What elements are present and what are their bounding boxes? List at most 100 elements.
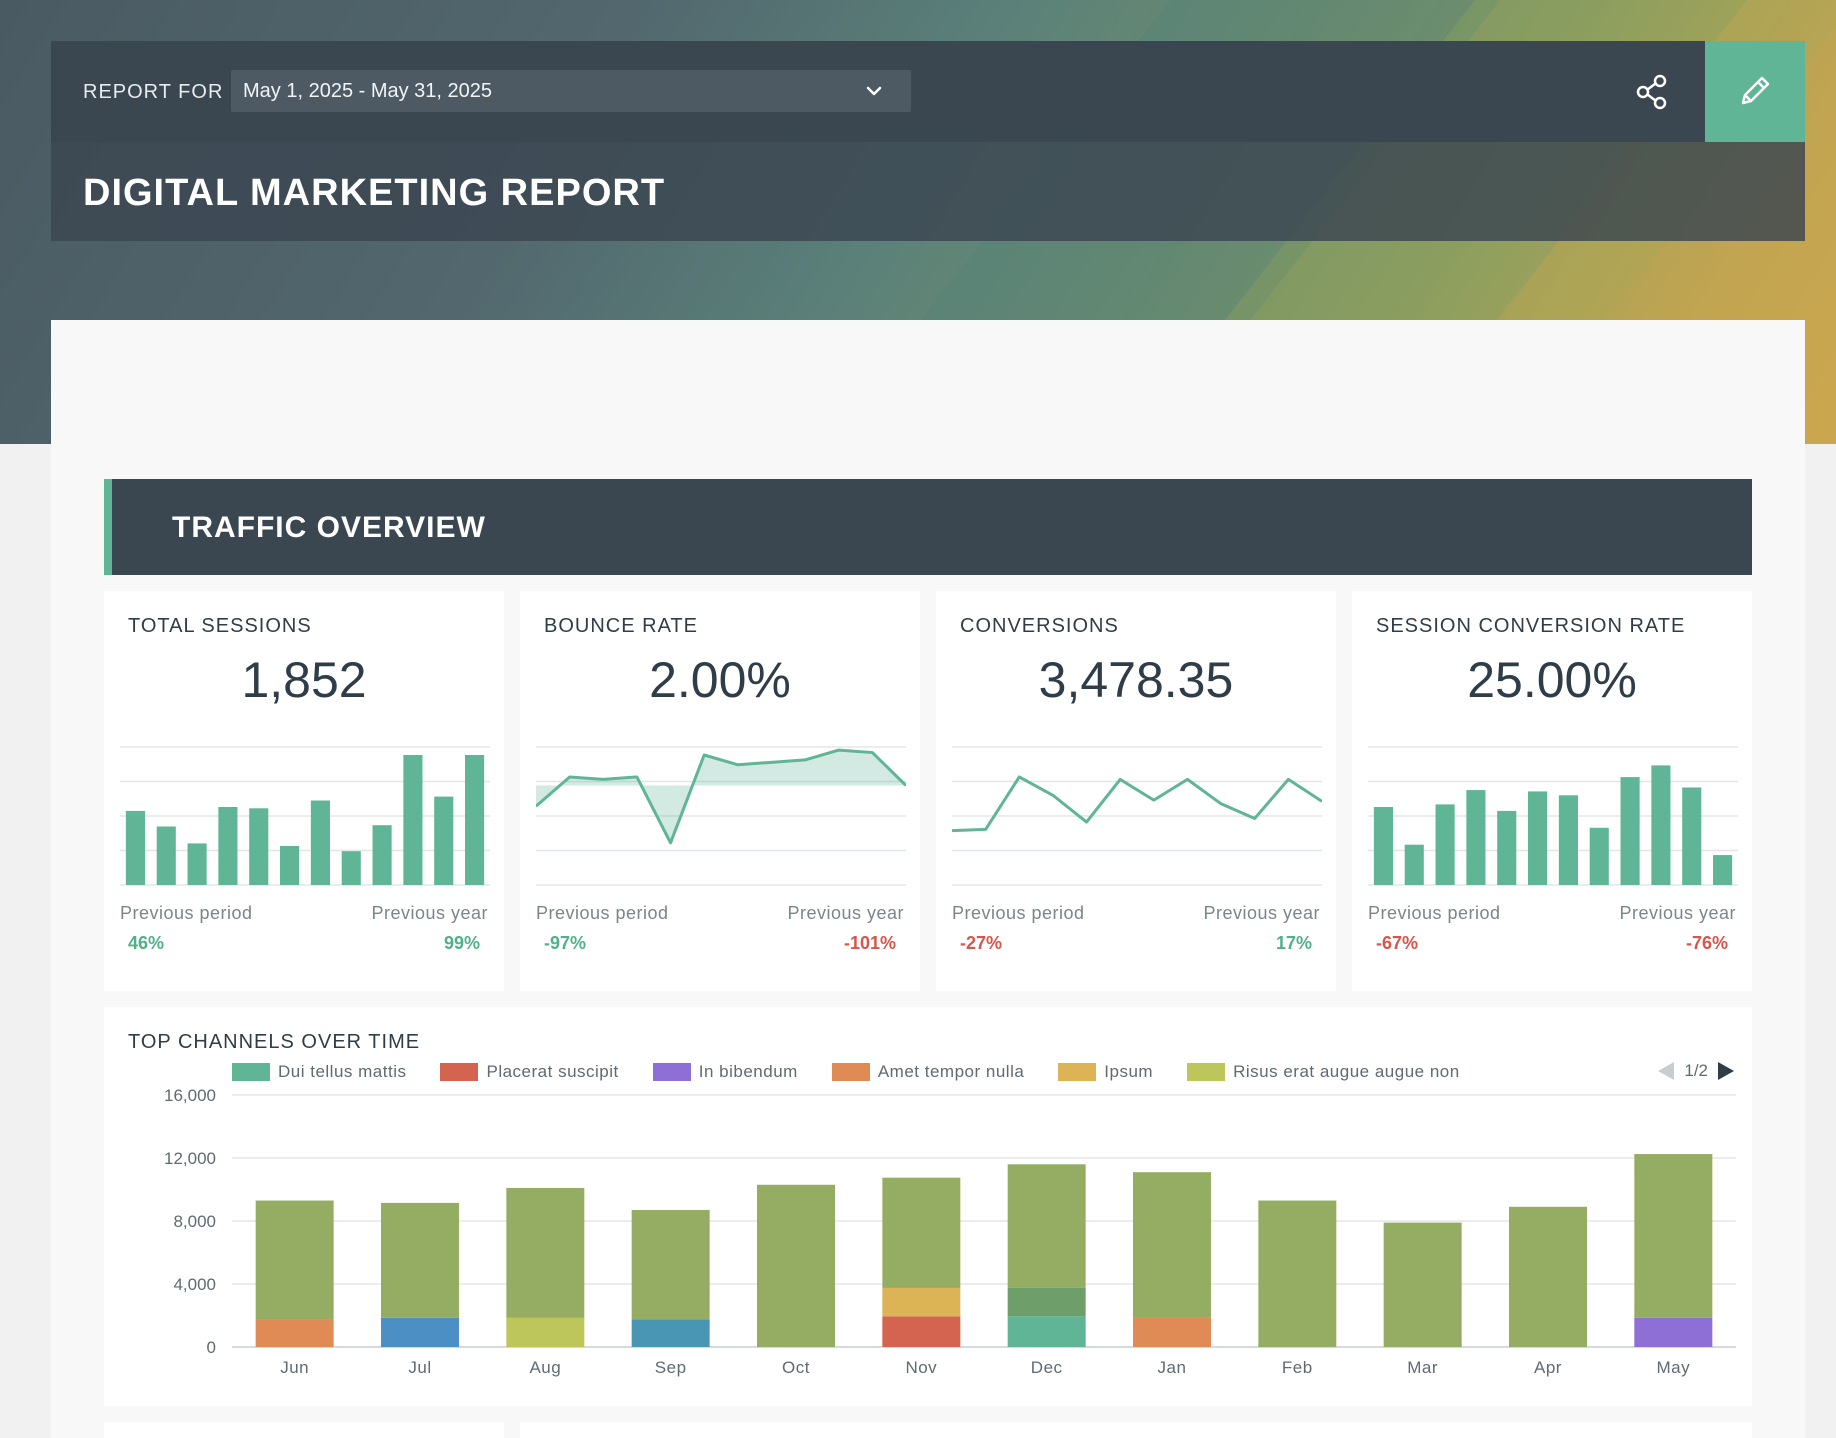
sparkline-bar (1373, 807, 1393, 885)
legend-item[interactable]: Risus erat augue augue non (1187, 1062, 1460, 1082)
previous-year-label: Previous year (1203, 903, 1320, 923)
sparkline-bar (125, 810, 145, 885)
kpi-card-bounce-rate[interactable]: BOUNCE RATE 2.00% Previous period Previo… (520, 591, 920, 991)
previous-period-change: -67% (1376, 933, 1419, 953)
sparkline-bar (372, 825, 392, 885)
sparkline-bar (1404, 844, 1424, 885)
x-tick-label: Jul (408, 1358, 431, 1377)
legend-swatch (831, 1063, 870, 1081)
sparkline-bar (1558, 795, 1578, 885)
y-tick-label: 16,000 (164, 1086, 216, 1105)
legend-swatch (440, 1063, 479, 1081)
chart-bar-segment (882, 1316, 961, 1347)
legend-item[interactable]: Ipsum (1058, 1062, 1153, 1082)
pencil-icon (1741, 76, 1770, 105)
kpi-label: CONVERSIONS (960, 615, 1119, 637)
sparkline-chart (952, 746, 1322, 886)
x-tick-label: Sep (655, 1358, 687, 1377)
sparkline-chart (120, 746, 490, 886)
date-range-value: May 1, 2025 - May 31, 2025 (243, 80, 493, 102)
legend-swatch (652, 1063, 691, 1081)
sparkline-chart (536, 746, 906, 886)
previous-year-change: 99% (443, 933, 480, 953)
top-channels-chart-card: TOP CHANNELS OVER TIME Dui tellus mattis… (104, 1007, 1752, 1406)
kpi-value: 3,478.35 (1038, 652, 1234, 708)
chart-bar-segment (631, 1209, 710, 1320)
previous-period-change: -27% (960, 933, 1003, 953)
legend-item[interactable]: Placerat suscipit (440, 1062, 618, 1082)
legend-pager: 1/2 (1658, 1061, 1734, 1081)
y-tick-label: 4,000 (173, 1275, 216, 1294)
sparkline-line (536, 748, 906, 845)
x-tick-label: Dec (1031, 1358, 1063, 1377)
kpi-card-session-conversion-rate[interactable]: SESSION CONVERSION RATE 25.00% Previous … (1352, 591, 1752, 991)
previous-period-label: Previous period (120, 903, 253, 923)
sparkline-bar (434, 796, 454, 885)
chart-title: TOP CHANNELS OVER TIME (128, 1031, 421, 1053)
chart-bar-segment (381, 1202, 459, 1318)
sparkline-bar (403, 755, 423, 885)
share-icon (1636, 74, 1667, 110)
sparkline-bar (249, 808, 269, 885)
sparkline-bar (1713, 855, 1733, 885)
chart-bar-segment (882, 1177, 961, 1288)
kpi-card-conversions[interactable]: CONVERSIONS 3,478.35 Previous period Pre… (936, 591, 1336, 991)
legend-item[interactable]: Amet tempor nulla (831, 1062, 1025, 1082)
chart-bar-segment (381, 1317, 459, 1347)
sparkline-area (536, 750, 906, 843)
legend-label: Placerat suscipit (486, 1062, 619, 1081)
sparkline-bar (1651, 765, 1671, 885)
sparkline-bar (1589, 827, 1609, 885)
kpi-card-total-sessions[interactable]: TOTAL SESSIONS 1,852 Previous period Pre… (104, 591, 504, 991)
chart-bar-segment (1509, 1206, 1587, 1347)
legend-item[interactable]: Dui tellus mattis (232, 1062, 406, 1082)
sparkline-bar (465, 755, 485, 885)
sparkline-bar (156, 826, 176, 885)
x-tick-label: May (1657, 1358, 1691, 1377)
date-range-select[interactable]: May 1, 2025 - May 31, 2025 (231, 70, 911, 112)
edit-button[interactable] (1705, 41, 1805, 142)
chart-bar-segment (882, 1287, 961, 1317)
next-card (104, 1422, 504, 1438)
sparkline-chart (1368, 746, 1738, 886)
share-button[interactable] (1629, 69, 1675, 115)
sparkline-bar (1528, 791, 1548, 885)
chart-bar-segment (255, 1319, 334, 1347)
legend-label: In bibendum (698, 1062, 798, 1081)
legend-label: Amet tempor nulla (877, 1062, 1025, 1081)
chart-bar-segment (1383, 1222, 1462, 1347)
sparkline-bar (1435, 804, 1455, 885)
previous-year-change: -101% (843, 933, 896, 953)
legend-prev-icon[interactable] (1658, 1062, 1675, 1080)
y-tick-label: 0 (207, 1338, 216, 1357)
chart-bar-segment (506, 1317, 585, 1347)
chart-bar-segment (1133, 1317, 1211, 1347)
previous-period-change: -97% (544, 933, 587, 953)
legend-next-icon[interactable] (1718, 1062, 1734, 1080)
sparkline-bar (1466, 790, 1486, 885)
chart-bar-segment (1133, 1172, 1211, 1318)
previous-year-label: Previous year (1619, 903, 1736, 923)
section-title: TRAFFIC OVERVIEW (172, 511, 486, 544)
legend-item[interactable]: In bibendum (652, 1062, 798, 1082)
chart-bar-segment (1007, 1164, 1086, 1288)
x-tick-label: Mar (1407, 1358, 1438, 1377)
previous-period-label: Previous period (952, 903, 1085, 923)
legend-swatch (232, 1063, 270, 1081)
sparkline-bar (1682, 787, 1702, 885)
previous-period-label: Previous period (536, 903, 669, 923)
x-tick-label: Apr (1534, 1358, 1562, 1377)
previous-year-change: 17% (1275, 933, 1312, 953)
chevron-down-icon (866, 86, 882, 96)
chart-bar-segment (757, 1184, 835, 1347)
top-bar: REPORT FOR May 1, 2025 - May 31, 2025 (51, 41, 1805, 142)
previous-year-label: Previous year (787, 903, 904, 923)
sparkline-bar (280, 846, 300, 885)
next-card (520, 1422, 1752, 1438)
kpi-value: 25.00% (1467, 652, 1637, 708)
kpi-label: BOUNCE RATE (544, 615, 698, 637)
page-title: DIGITAL MARKETING REPORT (83, 172, 666, 214)
report-for-label: REPORT FOR (83, 81, 224, 103)
x-tick-label: Jan (1158, 1358, 1187, 1377)
legend-label: Dui tellus mattis (278, 1062, 407, 1081)
